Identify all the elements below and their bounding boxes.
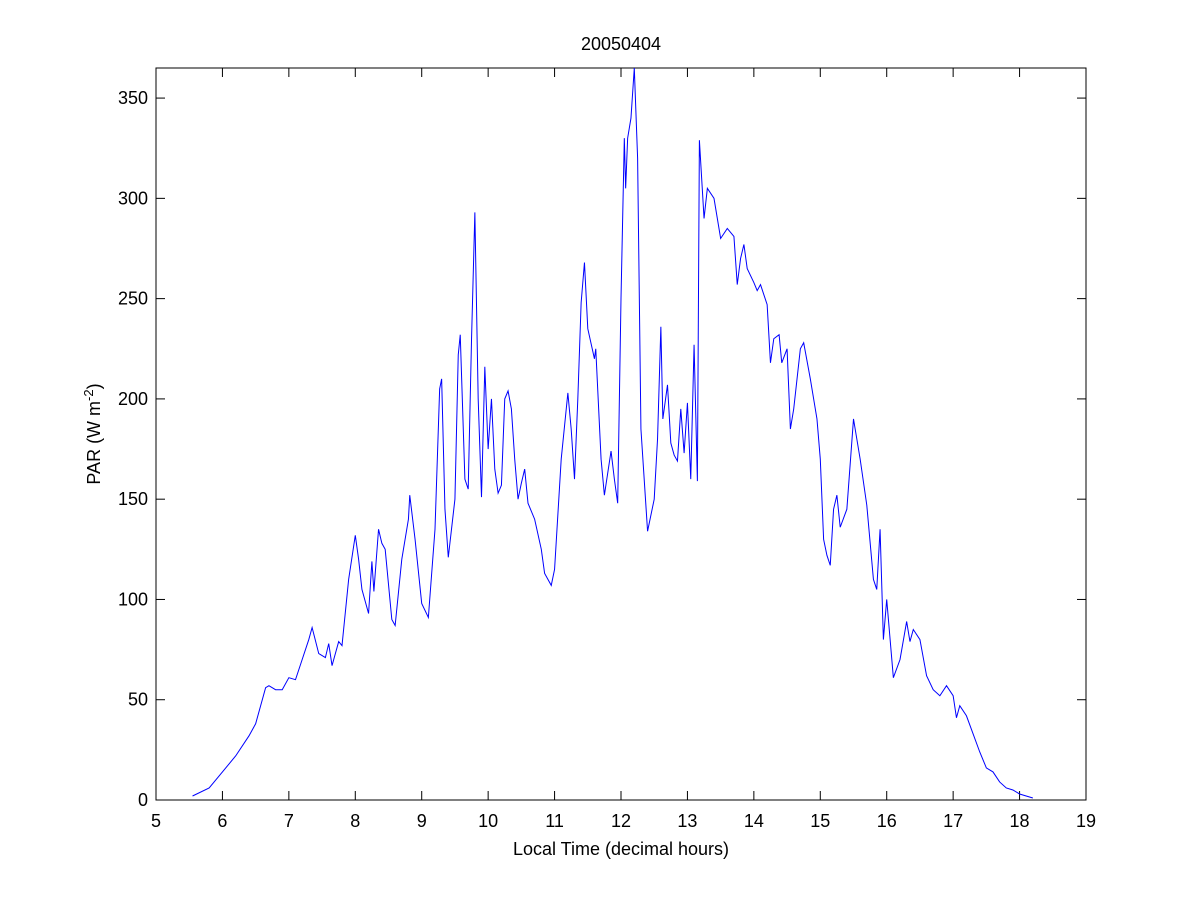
y-tick-label: 250 [118,289,148,309]
x-tick-label: 17 [943,811,963,831]
x-tick-label: 19 [1076,811,1096,831]
y-label-suffix: ) [84,383,104,389]
y-tick-label: 200 [118,389,148,409]
data-line [192,67,1034,799]
x-axis-label: Local Time (decimal hours) [513,839,729,859]
x-tick-label: 8 [350,811,360,831]
x-tick-label: 13 [677,811,697,831]
y-tick-label: 150 [118,489,148,509]
chart-title: 20050404 [581,34,661,54]
y-axis-label: PAR (W m-2) [81,383,104,484]
y-label-superscript: -2 [81,389,96,401]
x-tick-label: 15 [810,811,830,831]
x-tick-label: 14 [744,811,764,831]
x-tick-label: 7 [284,811,294,831]
x-tick-label: 5 [151,811,161,831]
y-tick-label: 100 [118,589,148,609]
x-tick-label: 9 [417,811,427,831]
x-tick-label: 12 [611,811,631,831]
y-label-text: PAR (W m [84,401,104,485]
x-tick-label: 18 [1010,811,1030,831]
plot-area [155,67,1087,801]
y-tick-label: 50 [128,690,148,710]
x-tick-label: 16 [877,811,897,831]
x-tick-label: 11 [545,811,564,831]
x-tick-label: 10 [478,811,498,831]
y-tick-label: 350 [118,88,148,108]
y-tick-label: 0 [138,790,148,810]
y-tick-label: 300 [118,188,148,208]
x-tick-label: 6 [217,811,227,831]
